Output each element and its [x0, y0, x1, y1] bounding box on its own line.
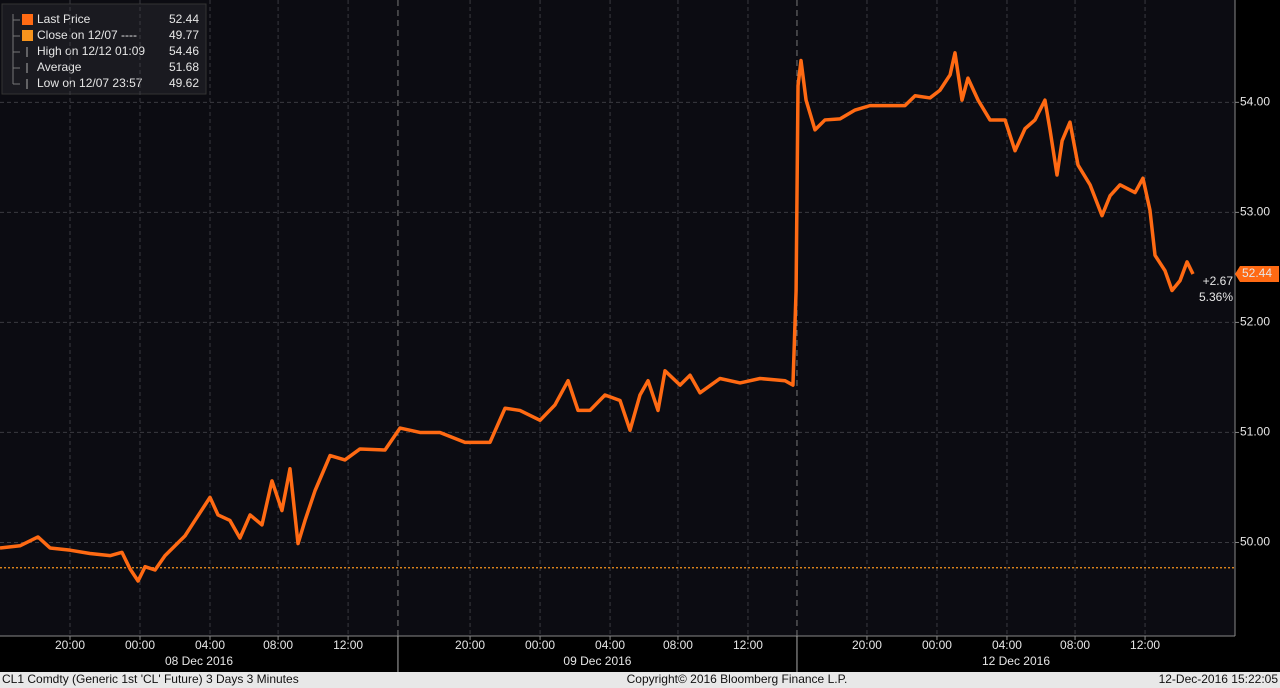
price-line	[0, 51, 1195, 583]
x-tick-label: 00:00	[525, 638, 555, 652]
legend-swatch	[22, 14, 33, 25]
x-group-label: 09 Dec 2016	[563, 654, 631, 668]
x-tick-label: 08:00	[1060, 638, 1090, 652]
change-annotation: 5.36%	[1199, 290, 1233, 304]
y-axis-background	[1235, 0, 1280, 636]
x-tick-label: 12:00	[333, 638, 363, 652]
x-tick-label: 20:00	[455, 638, 485, 652]
last-price-tag	[1235, 265, 1279, 282]
legend-value: 54.46	[169, 44, 199, 58]
x-tick-label: 04:00	[195, 638, 225, 652]
y-tick-label: 50.00	[1240, 535, 1270, 549]
x-tick-label: 08:00	[263, 638, 293, 652]
legend-label: Average	[37, 60, 82, 74]
legend-swatch	[22, 30, 33, 41]
change-annotation: +2.67	[1203, 274, 1234, 288]
legend-value: 49.77	[169, 28, 199, 42]
plot-background	[0, 0, 1235, 636]
legend: Last Price 52.44 Close on 12/07 ---- 49.77 H…	[1, 3, 207, 95]
legend-label: Low on 12/07 23:57	[37, 76, 143, 90]
legend-value: 51.68	[169, 60, 199, 74]
y-tick-label: 51.00	[1240, 425, 1270, 439]
x-tick-label: 12:00	[733, 638, 763, 652]
x-group-label: 08 Dec 2016	[165, 654, 233, 668]
x-group-label: 12 Dec 2016	[982, 654, 1050, 668]
y-tick-label: 53.00	[1240, 205, 1270, 219]
legend-value: 49.62	[169, 76, 199, 90]
footer-right: 12-Dec-2016 15:22:05	[1159, 672, 1279, 686]
x-tick-label: 04:00	[992, 638, 1022, 652]
legend-value: 52.44	[169, 12, 199, 26]
last-price-tag-label: 52.44	[1242, 266, 1272, 280]
x-axis-background	[0, 636, 1280, 672]
y-tick-label: 54.00	[1240, 95, 1270, 109]
x-tick-label: 20:00	[852, 638, 882, 652]
x-tick-label: 08:00	[663, 638, 693, 652]
x-tick-label: 20:00	[55, 638, 85, 652]
x-tick-label: 04:00	[595, 638, 625, 652]
y-tick-label: 52.00	[1240, 315, 1270, 329]
legend-label: Close on 12/07 ----	[37, 28, 137, 42]
legend-label: Last Price	[37, 12, 91, 26]
x-tick-label: 00:00	[125, 638, 155, 652]
x-tick-label: 12:00	[1130, 638, 1160, 652]
footer-left: CL1 Comdty (Generic 1st 'CL' Future) 3 D…	[2, 672, 299, 686]
legend-box	[1, 3, 207, 95]
footer-center: Copyright© 2016 Bloomberg Finance L.P.	[627, 672, 848, 686]
legend-label: High on 12/12 01:09	[37, 44, 145, 58]
x-tick-label: 00:00	[922, 638, 952, 652]
footer-background	[0, 672, 1280, 688]
